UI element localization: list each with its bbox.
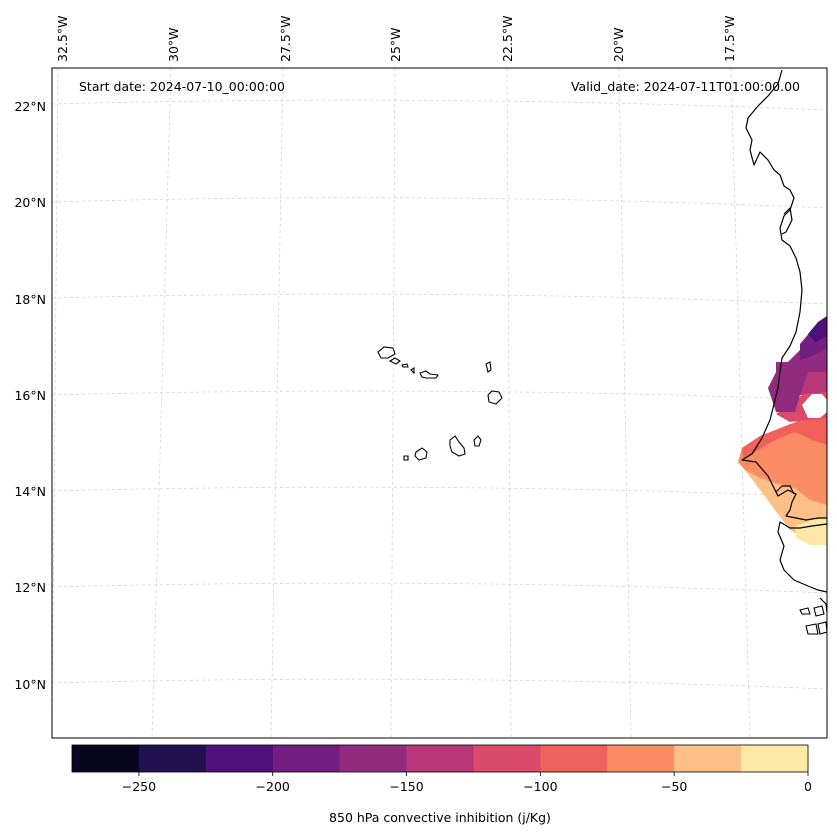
coastline bbox=[741, 69, 827, 635]
colorbar-segment bbox=[674, 745, 742, 772]
island-sao-nicolau-2 bbox=[419, 370, 439, 379]
island-fogo bbox=[414, 447, 428, 461]
colorbar-segment bbox=[406, 745, 474, 772]
west-africa-coastline-south bbox=[777, 521, 827, 593]
colorbar-segment bbox=[540, 745, 608, 772]
island-sao-vicente bbox=[388, 357, 401, 365]
island-sal bbox=[485, 361, 492, 373]
lon-label-17-5w: 17.5°W bbox=[722, 16, 737, 62]
island-sao-nicolau bbox=[410, 366, 415, 375]
lat-label-14n: 14°N bbox=[14, 484, 46, 499]
colorbar-tick-label: −250 bbox=[122, 779, 156, 794]
colorbar-ticks: −250 −200 −150 −100 −50 0 bbox=[122, 772, 812, 794]
colorbar-frame bbox=[71, 744, 809, 773]
island-boa-vista bbox=[487, 390, 503, 405]
island-santa-luzia bbox=[401, 363, 409, 368]
lon-label-27-5w: 27.5°W bbox=[278, 16, 293, 62]
colorbar-label: 850 hPa convective inhibition (j/Kg) bbox=[329, 810, 551, 825]
lon-label-32-5w: 32.5°W bbox=[55, 16, 70, 62]
coastline-inlet bbox=[775, 485, 795, 495]
island-maio bbox=[473, 435, 482, 447]
coastline-inlet bbox=[781, 207, 793, 235]
bissagos-island bbox=[813, 605, 825, 617]
colorbar-segment bbox=[72, 745, 140, 772]
lon-label-25w: 25°W bbox=[388, 27, 403, 62]
map-frame bbox=[51, 67, 828, 739]
lon-label-20w: 20°W bbox=[611, 27, 626, 62]
lat-label-22n: 22°N bbox=[14, 99, 46, 114]
longitude-labels: 32.5°W 30°W 27.5°W 25°W 22.5°W 20°W 17.5… bbox=[55, 16, 737, 62]
lat-label-10n: 10°N bbox=[14, 677, 46, 692]
west-africa-coastline bbox=[741, 69, 827, 521]
cin-field bbox=[738, 316, 827, 545]
colorbar: −250 −200 −150 −100 −50 0 850 hPa convective … bbox=[71, 744, 812, 825]
lon-label-30w: 30°W bbox=[166, 27, 181, 62]
colorbar-tick-label: −200 bbox=[256, 779, 290, 794]
lat-label-12n: 12°N bbox=[14, 580, 46, 595]
cin-contour-fill bbox=[742, 414, 827, 460]
bissagos-island bbox=[805, 623, 819, 635]
colorbar-tick-label: 0 bbox=[804, 779, 812, 794]
lon-label-22-5w: 22.5°W bbox=[500, 16, 515, 62]
colorbar-segment bbox=[473, 745, 541, 772]
lat-label-18n: 18°N bbox=[14, 292, 46, 307]
map-background bbox=[52, 68, 827, 738]
colorbar-segment bbox=[138, 745, 207, 772]
start-date-label: Start date: 2024-07-10_00:00:00 bbox=[79, 79, 285, 94]
colorbar-tick-label: −50 bbox=[661, 779, 687, 794]
cin-gap bbox=[802, 394, 827, 418]
map-panel: Start date: 2024-07-10_00:00:00 Valid_da… bbox=[51, 67, 828, 739]
island-brava bbox=[403, 455, 409, 461]
colorbar-segment bbox=[607, 745, 675, 772]
lat-label-16n: 16°N bbox=[14, 388, 46, 403]
colorbar-segment bbox=[205, 745, 274, 772]
cin-contour-fill bbox=[808, 316, 827, 342]
colorbar-segment bbox=[339, 745, 408, 772]
island-santo-antao bbox=[377, 346, 396, 359]
colorbar-segments bbox=[72, 745, 809, 772]
colorbar-tick-label: −150 bbox=[389, 779, 423, 794]
bissagos-island bbox=[817, 621, 827, 635]
colorbar-tick-label: −100 bbox=[523, 779, 557, 794]
valid-date-label: Valid_date: 2024-07-11T01:00:00.00 bbox=[571, 79, 800, 94]
cape-verde-islands bbox=[377, 346, 503, 461]
parallel-gridlines bbox=[52, 99, 827, 690]
meridian-gridlines bbox=[52, 68, 751, 738]
lat-label-20n: 20°N bbox=[14, 195, 46, 210]
colorbar-segment bbox=[741, 745, 809, 772]
colorbar-segment bbox=[272, 745, 341, 772]
island-santiago bbox=[449, 435, 466, 457]
latitude-labels: 22°N 20°N 18°N 16°N 14°N 12°N 10°N bbox=[14, 99, 46, 692]
bissagos-island bbox=[799, 607, 811, 615]
